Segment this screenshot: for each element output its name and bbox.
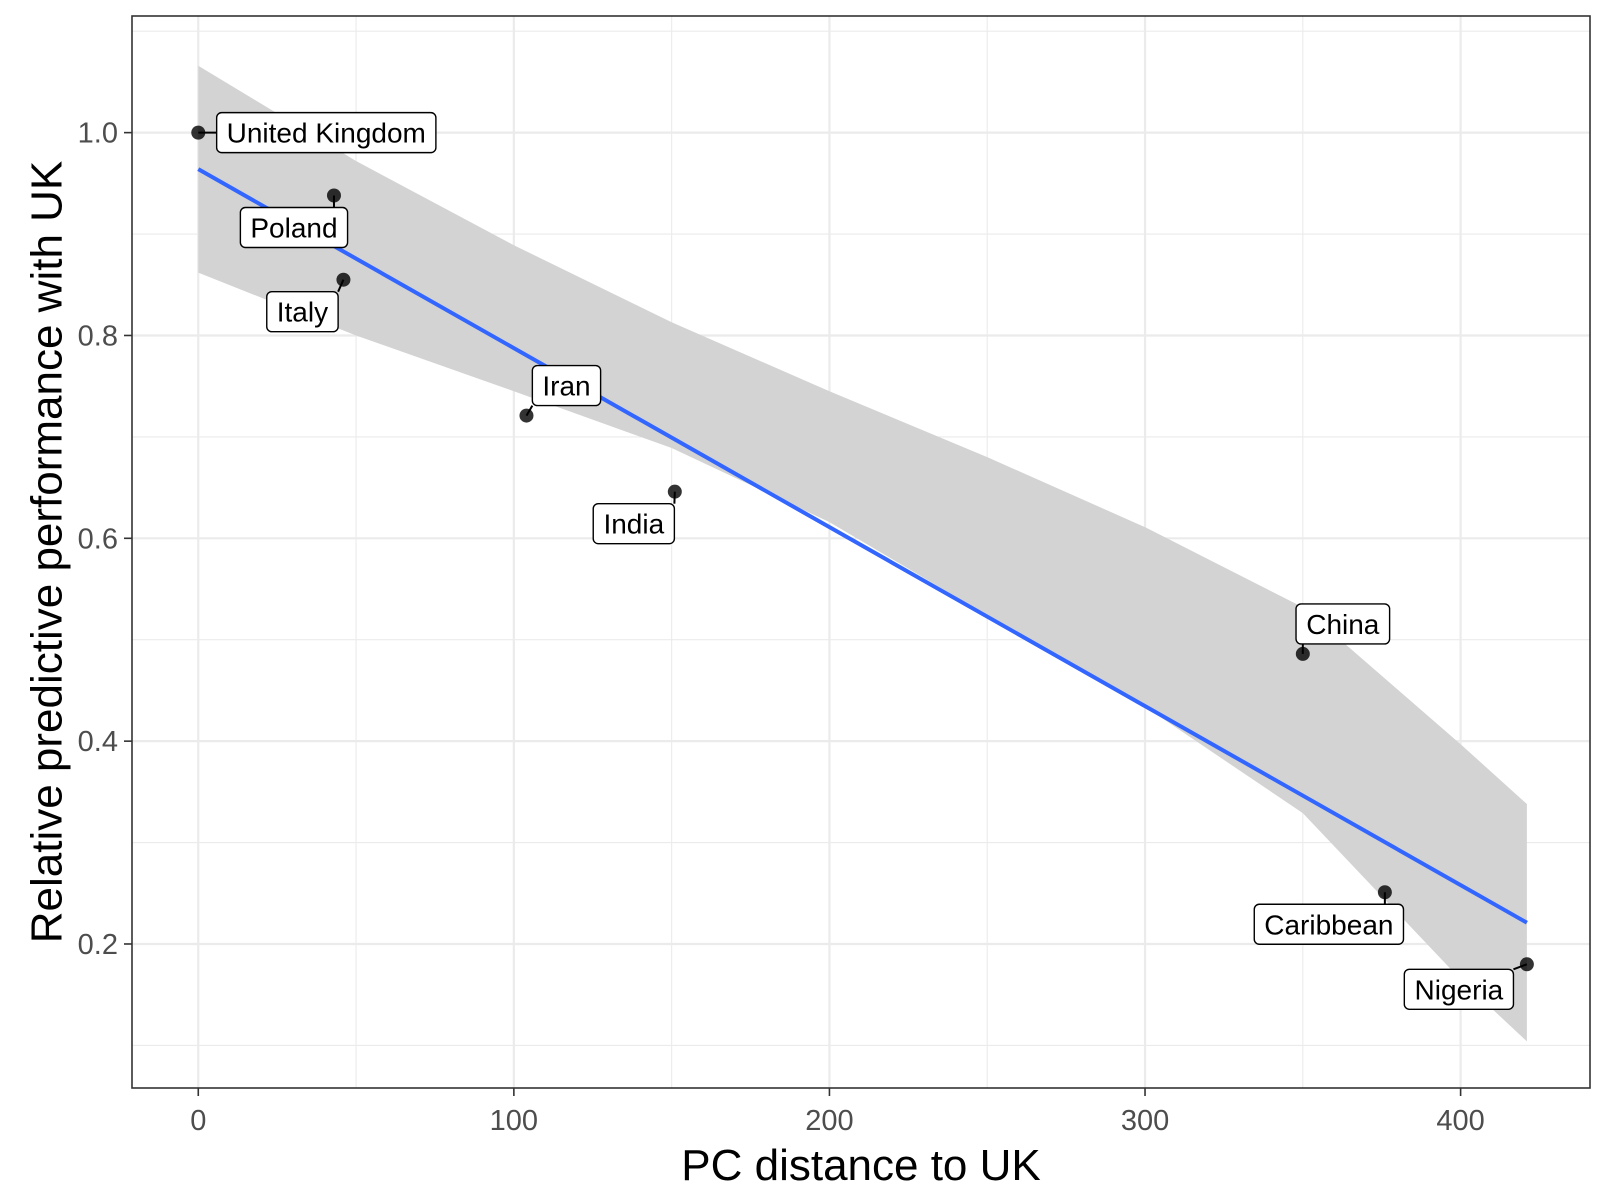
- point-label: Nigeria: [1403, 963, 1528, 1010]
- y-tick-label: 0.2: [78, 929, 118, 961]
- point-label: China: [1295, 603, 1391, 654]
- y-tick-label: 0.6: [78, 523, 118, 555]
- y-tick-label: 0.8: [78, 320, 118, 352]
- label-box: [531, 364, 602, 407]
- point-label-text: Nigeria: [1415, 974, 1504, 1005]
- point-labels-layer: United Kingdom Poland Italy Iran India China C…: [198, 111, 1528, 1010]
- label-leader-line: [525, 405, 534, 417]
- point-label: Poland: [239, 195, 349, 249]
- confidence-band: [198, 65, 1527, 1042]
- y-tick-label: 1.0: [78, 118, 118, 150]
- label-leader-line: [337, 279, 345, 293]
- point-label: Italy: [266, 279, 345, 333]
- x-tick-label: 100: [490, 1105, 538, 1137]
- label-box: [266, 290, 339, 333]
- label-box: [1295, 603, 1391, 645]
- point-label: Caribbean: [1253, 892, 1405, 945]
- panel-border: [131, 15, 1591, 1089]
- point-label-text: India: [603, 509, 664, 540]
- y-axis-title: Relative predictive performance with UK: [23, 161, 72, 944]
- x-axis-title: PC distance to UK: [681, 1141, 1041, 1190]
- label-leader-line: [1513, 963, 1528, 971]
- point-label-text: Iran: [542, 371, 590, 402]
- x-tick-label: 0: [190, 1105, 206, 1137]
- y-tick-label: 0.4: [78, 726, 118, 758]
- point-label: Iran: [525, 364, 602, 417]
- label-box: [1403, 968, 1515, 1010]
- point-label: India: [592, 491, 676, 545]
- label-box: [592, 502, 676, 545]
- fit-line-layer: [197, 167, 1528, 925]
- point-label: United Kingdom: [198, 111, 437, 154]
- point-label-text: United Kingdom: [227, 118, 426, 149]
- label-box: [215, 111, 437, 154]
- point-label-text: Poland: [250, 213, 337, 244]
- label-box: [1253, 903, 1405, 945]
- x-tick-label: 300: [1121, 1105, 1169, 1137]
- confidence-band-layer: [198, 65, 1527, 1042]
- point-label-text: Caribbean: [1264, 909, 1393, 940]
- point-label-text: Italy: [277, 297, 328, 328]
- regression-line: [197, 167, 1528, 925]
- axes: 0 100 200 300 400 0.2 0.4 0.6 0.8 1.0: [78, 118, 1485, 1137]
- label-box: [239, 206, 349, 249]
- x-tick-label: 200: [805, 1105, 853, 1137]
- point-label-text: China: [1306, 609, 1380, 640]
- x-tick-label: 400: [1436, 1105, 1484, 1137]
